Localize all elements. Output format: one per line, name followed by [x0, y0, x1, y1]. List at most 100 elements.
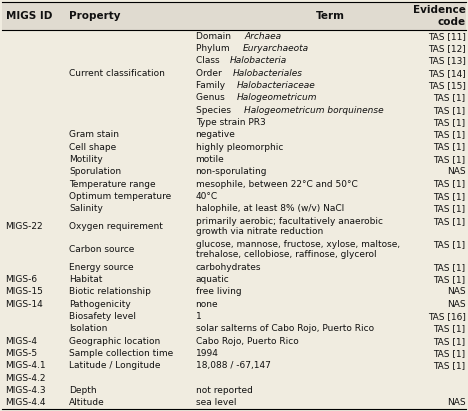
Text: Order: Order: [196, 69, 224, 78]
Text: MIGS-14: MIGS-14: [6, 300, 44, 309]
Text: Gram stain: Gram stain: [69, 130, 119, 139]
Text: TAS [1]: TAS [1]: [433, 275, 466, 284]
Text: Sporulation: Sporulation: [69, 167, 121, 176]
Text: NAS: NAS: [447, 300, 466, 309]
Text: Biotic relationship: Biotic relationship: [69, 287, 151, 296]
Text: Temperature range: Temperature range: [69, 180, 156, 189]
Text: TAS [1]: TAS [1]: [433, 192, 466, 201]
Text: Halobacteriaceae: Halobacteriaceae: [237, 81, 315, 90]
Text: Type strain PR3: Type strain PR3: [196, 118, 265, 127]
Text: Halobacteriales: Halobacteriales: [233, 69, 302, 78]
Text: 1: 1: [196, 312, 201, 321]
Text: MIGS-15: MIGS-15: [6, 287, 44, 296]
Text: Biosafety level: Biosafety level: [69, 312, 136, 321]
Text: TAS [1]: TAS [1]: [433, 240, 466, 249]
Text: Energy source: Energy source: [69, 263, 134, 272]
Text: Halogeometricum borquinense: Halogeometricum borquinense: [244, 106, 384, 115]
Text: TAS [1]: TAS [1]: [433, 106, 466, 115]
Text: MIGS ID: MIGS ID: [6, 11, 52, 21]
Text: TAS [1]: TAS [1]: [433, 263, 466, 272]
Text: non-sporulating: non-sporulating: [196, 167, 267, 176]
Text: Pathogenicity: Pathogenicity: [69, 300, 131, 309]
Text: not reported: not reported: [196, 386, 253, 395]
Text: TAS [15]: TAS [15]: [428, 81, 466, 90]
Text: Altitude: Altitude: [69, 398, 105, 407]
Text: Euryarchaeota: Euryarchaeota: [243, 44, 309, 53]
Text: MIGS-4.2: MIGS-4.2: [6, 374, 46, 383]
Text: NAS: NAS: [447, 167, 466, 176]
Text: Sample collection time: Sample collection time: [69, 349, 174, 358]
Text: growth via nitrate reduction: growth via nitrate reduction: [196, 227, 323, 236]
Text: TAS [14]: TAS [14]: [428, 69, 466, 78]
Text: MIGS-4.3: MIGS-4.3: [6, 386, 46, 395]
Text: Species: Species: [196, 106, 234, 115]
Text: Family: Family: [196, 81, 227, 90]
Text: TAS [1]: TAS [1]: [433, 324, 466, 333]
Text: Class: Class: [196, 56, 222, 65]
Text: Isolation: Isolation: [69, 324, 108, 333]
Text: NAS: NAS: [447, 287, 466, 296]
Text: TAS [1]: TAS [1]: [433, 337, 466, 346]
Text: negative: negative: [196, 130, 235, 139]
Text: Oxygen requirement: Oxygen requirement: [69, 222, 163, 231]
Text: solar salterns of Cabo Rojo, Puerto Rico: solar salterns of Cabo Rojo, Puerto Rico: [196, 324, 374, 333]
Text: Evidence: Evidence: [413, 5, 466, 15]
Text: MIGS-6: MIGS-6: [6, 275, 38, 284]
Text: Current classification: Current classification: [69, 69, 165, 78]
Text: TAS [1]: TAS [1]: [433, 130, 466, 139]
Text: TAS [16]: TAS [16]: [428, 312, 466, 321]
Text: Property: Property: [69, 11, 121, 21]
Bar: [2, 2, 466, 30]
Text: Halogeometricum: Halogeometricum: [236, 93, 317, 102]
Text: TAS [1]: TAS [1]: [433, 118, 466, 127]
Text: Cell shape: Cell shape: [69, 143, 117, 152]
Text: sea level: sea level: [196, 398, 236, 407]
Text: TAS [1]: TAS [1]: [433, 143, 466, 152]
Text: MIGS-4: MIGS-4: [6, 337, 37, 346]
Text: Domain: Domain: [196, 32, 234, 41]
Text: TAS [1]: TAS [1]: [433, 180, 466, 189]
Text: TAS [13]: TAS [13]: [428, 56, 466, 65]
Text: Carbon source: Carbon source: [69, 245, 135, 254]
Text: trehalose, cellobiose, raffinose, glycerol: trehalose, cellobiose, raffinose, glycer…: [196, 250, 376, 259]
Text: Motility: Motility: [69, 155, 103, 164]
Text: carbohydrates: carbohydrates: [196, 263, 261, 272]
Text: NAS: NAS: [447, 398, 466, 407]
Text: Geographic location: Geographic location: [69, 337, 161, 346]
Text: TAS [11]: TAS [11]: [428, 32, 466, 41]
Text: aquatic: aquatic: [196, 275, 229, 284]
Text: highly pleomorphic: highly pleomorphic: [196, 143, 283, 152]
Text: glucose, mannose, fructose, xylose, maltose,: glucose, mannose, fructose, xylose, malt…: [196, 240, 400, 249]
Text: TAS [1]: TAS [1]: [433, 349, 466, 358]
Text: TAS [1]: TAS [1]: [433, 217, 466, 226]
Text: TAS [1]: TAS [1]: [433, 93, 466, 102]
Text: Phylum: Phylum: [196, 44, 232, 53]
Text: Depth: Depth: [69, 386, 97, 395]
Text: 18,088 / -67,147: 18,088 / -67,147: [196, 361, 271, 370]
Text: free living: free living: [196, 287, 241, 296]
Text: MIGS-4.4: MIGS-4.4: [6, 398, 46, 407]
Text: Term: Term: [316, 11, 345, 21]
Text: TAS [1]: TAS [1]: [433, 155, 466, 164]
Text: Latitude / Longitude: Latitude / Longitude: [69, 361, 161, 370]
Text: Salinity: Salinity: [69, 204, 103, 213]
Text: Archaea: Archaea: [244, 32, 282, 41]
Text: 40°C: 40°C: [196, 192, 218, 201]
Text: Genus: Genus: [196, 93, 227, 102]
Text: Cabo Rojo, Puerto Rico: Cabo Rojo, Puerto Rico: [196, 337, 299, 346]
Text: code: code: [438, 17, 466, 27]
Text: TAS [12]: TAS [12]: [428, 44, 466, 53]
Text: motile: motile: [196, 155, 224, 164]
Text: TAS [1]: TAS [1]: [433, 204, 466, 213]
Text: TAS [1]: TAS [1]: [433, 361, 466, 370]
Text: none: none: [196, 300, 218, 309]
Text: 1994: 1994: [196, 349, 219, 358]
Text: halophile, at least 8% (w/v) NaCl: halophile, at least 8% (w/v) NaCl: [196, 204, 344, 213]
Text: primarily aerobic; facultatively anaerobic: primarily aerobic; facultatively anaerob…: [196, 217, 383, 226]
Text: MIGS-4.1: MIGS-4.1: [6, 361, 46, 370]
Text: MIGS-5: MIGS-5: [6, 349, 38, 358]
Text: Halobacteria: Halobacteria: [230, 56, 287, 65]
Text: MIGS-22: MIGS-22: [6, 222, 43, 231]
Text: Optimum temperature: Optimum temperature: [69, 192, 171, 201]
Text: mesophile, between 22°C and 50°C: mesophile, between 22°C and 50°C: [196, 180, 358, 189]
